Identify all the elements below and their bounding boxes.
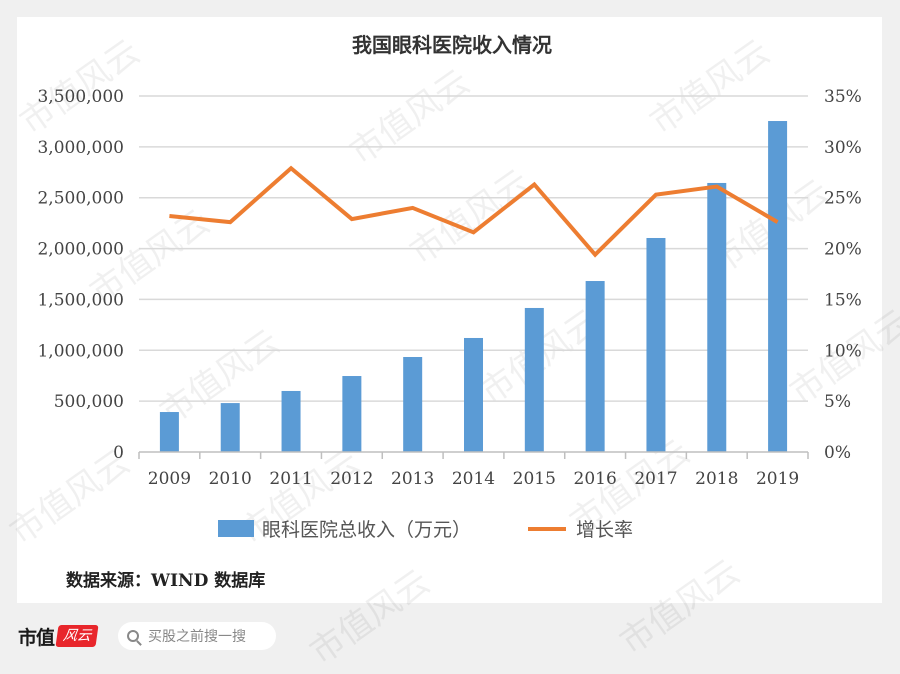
legend-label-line: 增长率 bbox=[576, 519, 633, 541]
search-icon bbox=[127, 630, 139, 642]
bar bbox=[221, 403, 240, 452]
bar bbox=[160, 412, 179, 452]
chart-title: 我国眼科医院收入情况 bbox=[352, 33, 552, 57]
right-axis-tick-label: 25% bbox=[824, 189, 862, 209]
x-axis-tick-label: 2019 bbox=[756, 469, 799, 489]
x-axis-tick-label: 2011 bbox=[269, 469, 312, 489]
search-placeholder: 买股之前搜一搜 bbox=[148, 626, 246, 646]
logo-text: 市值 bbox=[18, 623, 54, 650]
bar bbox=[342, 376, 361, 452]
bar bbox=[707, 183, 726, 452]
source-note: 数据来源：WIND 数据库 bbox=[66, 566, 265, 591]
bar bbox=[403, 357, 422, 452]
legend-swatch-bar bbox=[218, 520, 254, 537]
growth-rate-line bbox=[169, 168, 777, 254]
site-logo[interactable]: 市值 风云 bbox=[18, 624, 97, 648]
logo-badge: 风云 bbox=[55, 625, 98, 647]
right-axis-tick-label: 30% bbox=[824, 138, 862, 158]
bar bbox=[586, 281, 605, 452]
x-axis-tick-label: 2016 bbox=[574, 469, 617, 489]
x-axis-tick-label: 2009 bbox=[148, 469, 191, 489]
bar bbox=[525, 308, 544, 452]
bar bbox=[464, 338, 483, 452]
right-axis-tick-label: 0% bbox=[824, 443, 851, 463]
x-axis-tick-label: 2012 bbox=[330, 469, 373, 489]
right-axis-tick-label: 10% bbox=[824, 341, 862, 361]
chart: 我国眼科医院收入情况 0 500,000 1,000,000 1,500,000 2,0… bbox=[0, 0, 900, 603]
left-axis-tick-label: 2,500,000 bbox=[37, 189, 124, 209]
right-axis-tick-label: 20% bbox=[824, 240, 862, 260]
x-axis-tick-label: 2013 bbox=[391, 469, 434, 489]
search-input[interactable]: 买股之前搜一搜 bbox=[118, 622, 276, 650]
x-axis-tick-label: 2017 bbox=[634, 469, 677, 489]
left-axis-tick-label: 2,000,000 bbox=[37, 240, 124, 260]
x-axis-tick-label: 2018 bbox=[695, 469, 738, 489]
right-axis-tick-label: 35% bbox=[824, 87, 862, 107]
left-axis-tick-label: 3,000,000 bbox=[37, 138, 124, 158]
right-axis-tick-label: 15% bbox=[824, 290, 862, 310]
x-axis-tick-label: 2014 bbox=[452, 469, 495, 489]
left-axis-tick-label: 1,500,000 bbox=[37, 290, 124, 310]
left-axis-tick-label: 500,000 bbox=[54, 392, 124, 412]
right-axis-tick-label: 5% bbox=[824, 392, 851, 412]
bar bbox=[646, 238, 665, 452]
bar bbox=[282, 391, 301, 452]
x-axis-tick-label: 2015 bbox=[513, 469, 556, 489]
bar bbox=[768, 121, 787, 452]
left-axis-tick-label: 3,500,000 bbox=[37, 87, 124, 107]
legend-label-bar: 眼科医院总收入（万元） bbox=[262, 519, 471, 541]
left-axis-tick-label: 1,000,000 bbox=[37, 341, 124, 361]
x-axis-tick-label: 2010 bbox=[209, 469, 252, 489]
left-axis-tick-label: 0 bbox=[113, 443, 124, 463]
